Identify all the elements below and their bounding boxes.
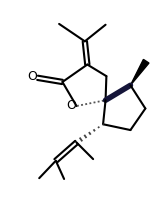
- Text: O: O: [66, 99, 76, 112]
- Text: O: O: [28, 71, 37, 84]
- Polygon shape: [130, 59, 149, 85]
